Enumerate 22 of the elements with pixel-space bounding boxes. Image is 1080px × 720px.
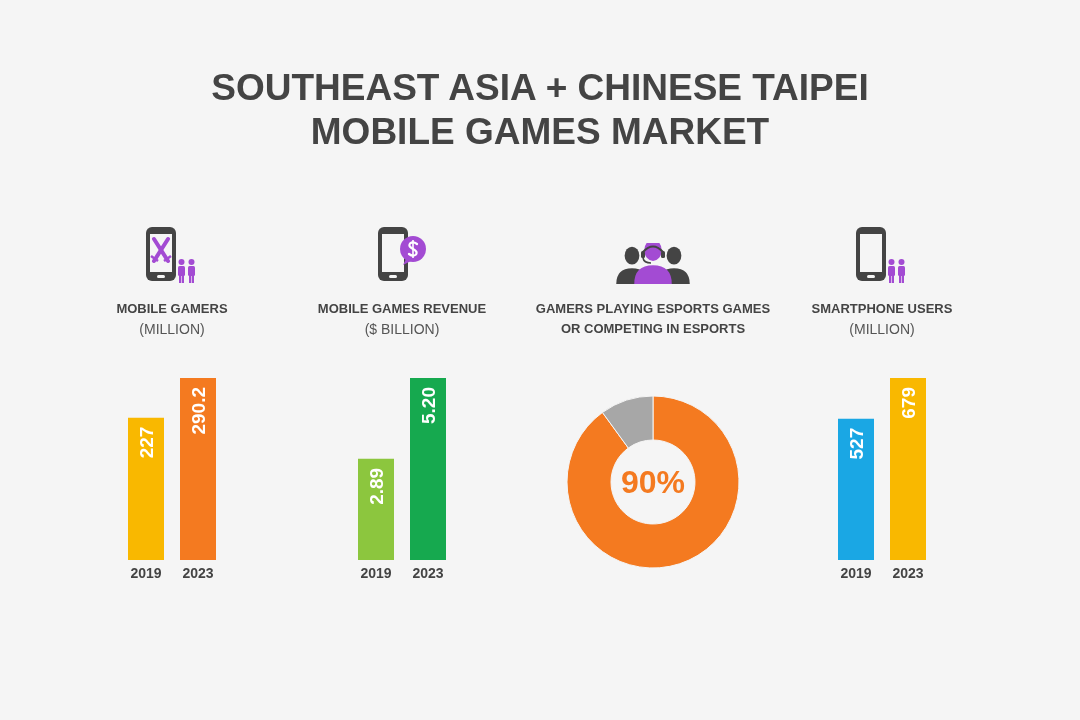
data-label: 679 [897, 387, 919, 419]
data-label: 227 [135, 426, 157, 459]
data-label: 527 [845, 427, 867, 460]
x-tick-label: 2023 [892, 564, 924, 581]
text: SOUTHEAST ASIA + CHINESE TAIPEI MOBILE GAMES MARKET [210, 66, 870, 154]
data-label: 90% [620, 464, 686, 500]
chart-title: SMARTPHONE USERS [811, 300, 953, 318]
donut-slice [566, 395, 740, 569]
data-label: 5.20 [417, 387, 439, 424]
x-tick-label: 2023 [412, 564, 444, 581]
x-tick-label: 2019 [840, 564, 872, 581]
x-tick-label: 2023 [182, 564, 214, 581]
chart-title: GAMERS PLAYING ESPORTS GAMES OR COMPETING IN ESPORTS [534, 300, 772, 338]
chart-subtitle: ($ BILLION) [364, 320, 440, 339]
data-label: 290.2 [187, 387, 209, 435]
x-tick-label: 2019 [130, 564, 162, 581]
chart-title: MOBILE GAMES REVENUE [317, 300, 487, 318]
chart-subtitle: (MILLION) [849, 320, 915, 339]
x-tick-label: 2019 [360, 564, 392, 581]
chart-title: MOBILE GAMERS [116, 300, 228, 318]
chart-subtitle: (MILLION) [139, 320, 205, 339]
data-label: 2.89 [365, 467, 387, 505]
